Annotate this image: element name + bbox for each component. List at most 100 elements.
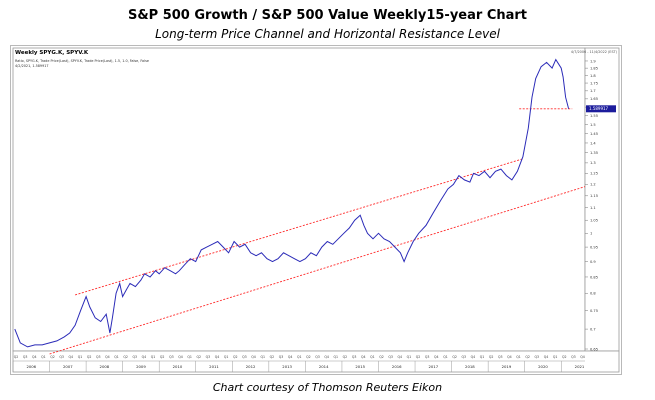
x-quarter-label: Q2 bbox=[306, 355, 311, 359]
annotation-lines bbox=[49, 108, 586, 355]
x-quarter-label: Q2 bbox=[562, 355, 567, 359]
x-year-label: 2008 bbox=[100, 364, 110, 369]
x-year-label: 2015 bbox=[355, 364, 365, 369]
x-quarter-label: Q3 bbox=[59, 355, 64, 359]
x-quarter-label: Q3 bbox=[315, 355, 320, 359]
y-tick-label: 0.7 bbox=[590, 327, 596, 331]
y-tick-label: 1.55 bbox=[590, 114, 598, 118]
x-quarter-label: Q4 bbox=[178, 355, 183, 359]
x-quarter-label: Q4 bbox=[105, 355, 110, 359]
ratio-series-line bbox=[14, 58, 570, 348]
x-quarter-label: Q2 bbox=[87, 355, 92, 359]
x-quarter-label: Q2 bbox=[160, 355, 165, 359]
panel-title: Weekly SPYG.K, SPYV.K bbox=[15, 50, 89, 56]
last-value-box bbox=[586, 105, 616, 113]
x-quarter-label: Q4 bbox=[32, 355, 37, 359]
x-year-label: 2020 bbox=[538, 364, 548, 369]
x-quarter-label: Q3 bbox=[535, 355, 540, 359]
y-tick-label: 1.5 bbox=[590, 123, 596, 127]
chart-credit: Chart courtesy of Thomson Reuters Eikon bbox=[212, 381, 443, 394]
x-quarter-label: Q1 bbox=[260, 355, 265, 359]
x-quarter-label: Q3 bbox=[96, 355, 101, 359]
y-tick-label: 1.05 bbox=[590, 219, 598, 223]
y-tick-label: 0.65 bbox=[590, 347, 598, 351]
x-quarter-label: Q1 bbox=[187, 355, 192, 359]
x-quarter-label: Q4 bbox=[69, 355, 74, 359]
date-range-label: 4/7/2006 - 11/4/2022 (EST) bbox=[571, 50, 618, 54]
legend-line-1: Ratio, SPYG.K, Trade Price(Last), SPYV.K… bbox=[15, 59, 149, 63]
x-quarter-label: Q1 bbox=[553, 355, 558, 359]
y-tick-label: 1 bbox=[590, 232, 592, 236]
y-tick-label: 0.8 bbox=[590, 292, 596, 296]
y-tick-label: 1.25 bbox=[590, 172, 598, 176]
x-quarter-label: Q1 bbox=[114, 355, 119, 359]
y-tick-label: 1.65 bbox=[590, 97, 598, 101]
y-tick-label: 0.9 bbox=[590, 260, 596, 264]
y-tick-label: 1.8 bbox=[590, 74, 596, 78]
x-quarter-label: Q3 bbox=[279, 355, 284, 359]
y-axis-panel bbox=[584, 47, 620, 352]
last-value-marker: 1.589917 bbox=[586, 105, 616, 113]
x-quarter-label: Q2 bbox=[525, 355, 530, 359]
chart-title: S&P 500 Growth / S&P 500 Value Weekly15-… bbox=[127, 8, 528, 23]
y-tick-label: 1.1 bbox=[590, 206, 596, 210]
last-value-label: 1.589917 bbox=[589, 106, 609, 111]
x-quarter-label: Q4 bbox=[580, 355, 585, 359]
x-year-label: 2014 bbox=[319, 364, 329, 369]
x-year-label: 2021 bbox=[575, 364, 585, 369]
x-year-label: 2011 bbox=[209, 364, 219, 369]
x-quarter-label: Q2 bbox=[196, 355, 201, 359]
x-quarter-label: Q3 bbox=[425, 355, 430, 359]
x-quarter-label: Q3 bbox=[169, 355, 174, 359]
x-quarter-label: Q4 bbox=[361, 355, 366, 359]
plot-area bbox=[12, 47, 586, 352]
channel-line bbox=[75, 158, 523, 296]
x-quarter-label: Q1 bbox=[407, 355, 412, 359]
x-year-label: 2007 bbox=[63, 364, 73, 369]
x-year-label: 2016 bbox=[392, 364, 402, 369]
x-quarter-label: Q3 bbox=[388, 355, 393, 359]
x-year-label: 2019 bbox=[502, 364, 512, 369]
x-quarter-label: Q2 bbox=[379, 355, 384, 359]
x-quarter-label: Q2 bbox=[489, 355, 494, 359]
y-tick-label: 0.85 bbox=[590, 275, 598, 279]
x-quarter-label: Q2 bbox=[452, 355, 457, 359]
x-quarter-label: Q1 bbox=[297, 355, 302, 359]
x-quarter-label: Q3 bbox=[352, 355, 357, 359]
y-tick-label: 1.3 bbox=[590, 161, 596, 165]
x-quarter-label: Q1 bbox=[480, 355, 485, 359]
x-quarter-label: Q3 bbox=[461, 355, 466, 359]
x-quarter-label: Q3 bbox=[23, 355, 28, 359]
channel-line bbox=[49, 186, 586, 355]
x-quarter-label: Q4 bbox=[471, 355, 476, 359]
y-tick-label: 1.75 bbox=[590, 81, 598, 85]
x-quarter-label: Q4 bbox=[142, 355, 147, 359]
x-quarter-label: Q1 bbox=[370, 355, 375, 359]
x-year-label: 2009 bbox=[136, 364, 146, 369]
x-quarter-label: Q4 bbox=[324, 355, 329, 359]
x-quarter-label: Q4 bbox=[434, 355, 439, 359]
x-quarter-label: Q4 bbox=[251, 355, 256, 359]
x-quarter-label: Q4 bbox=[288, 355, 293, 359]
x-quarter-label: Q4 bbox=[507, 355, 512, 359]
legend-line-2: 4/2/2021, 1.589917 bbox=[15, 64, 49, 68]
x-quarter-label: Q2 bbox=[416, 355, 421, 359]
x-quarter-label: Q2 bbox=[270, 355, 275, 359]
y-tick-label: 1.9 bbox=[590, 59, 596, 63]
x-quarter-label: Q2 bbox=[14, 355, 19, 359]
y-tick-label: 1.35 bbox=[590, 151, 598, 155]
y-tick-label: 1.15 bbox=[590, 194, 598, 198]
chart-subtitle: Long-term Price Channel and Horizontal R… bbox=[155, 27, 500, 41]
x-quarter-label: Q1 bbox=[41, 355, 46, 359]
x-quarter-label: Q3 bbox=[571, 355, 576, 359]
x-quarter-label: Q3 bbox=[498, 355, 503, 359]
x-quarter-label: Q3 bbox=[242, 355, 247, 359]
chart-frame: Weekly SPYG.K, SPYV.K Ratio, SPYG.K, Tra… bbox=[10, 45, 622, 375]
y-tick-label: 1.85 bbox=[590, 66, 598, 70]
chart-canvas: Weekly SPYG.K, SPYV.K Ratio, SPYG.K, Tra… bbox=[12, 47, 620, 373]
x-quarter-label: Q1 bbox=[224, 355, 229, 359]
x-year-label: 2006 bbox=[26, 364, 36, 369]
x-quarter-label: Q1 bbox=[334, 355, 339, 359]
x-year-label: 2013 bbox=[282, 364, 292, 369]
x-quarter-label: Q2 bbox=[343, 355, 348, 359]
